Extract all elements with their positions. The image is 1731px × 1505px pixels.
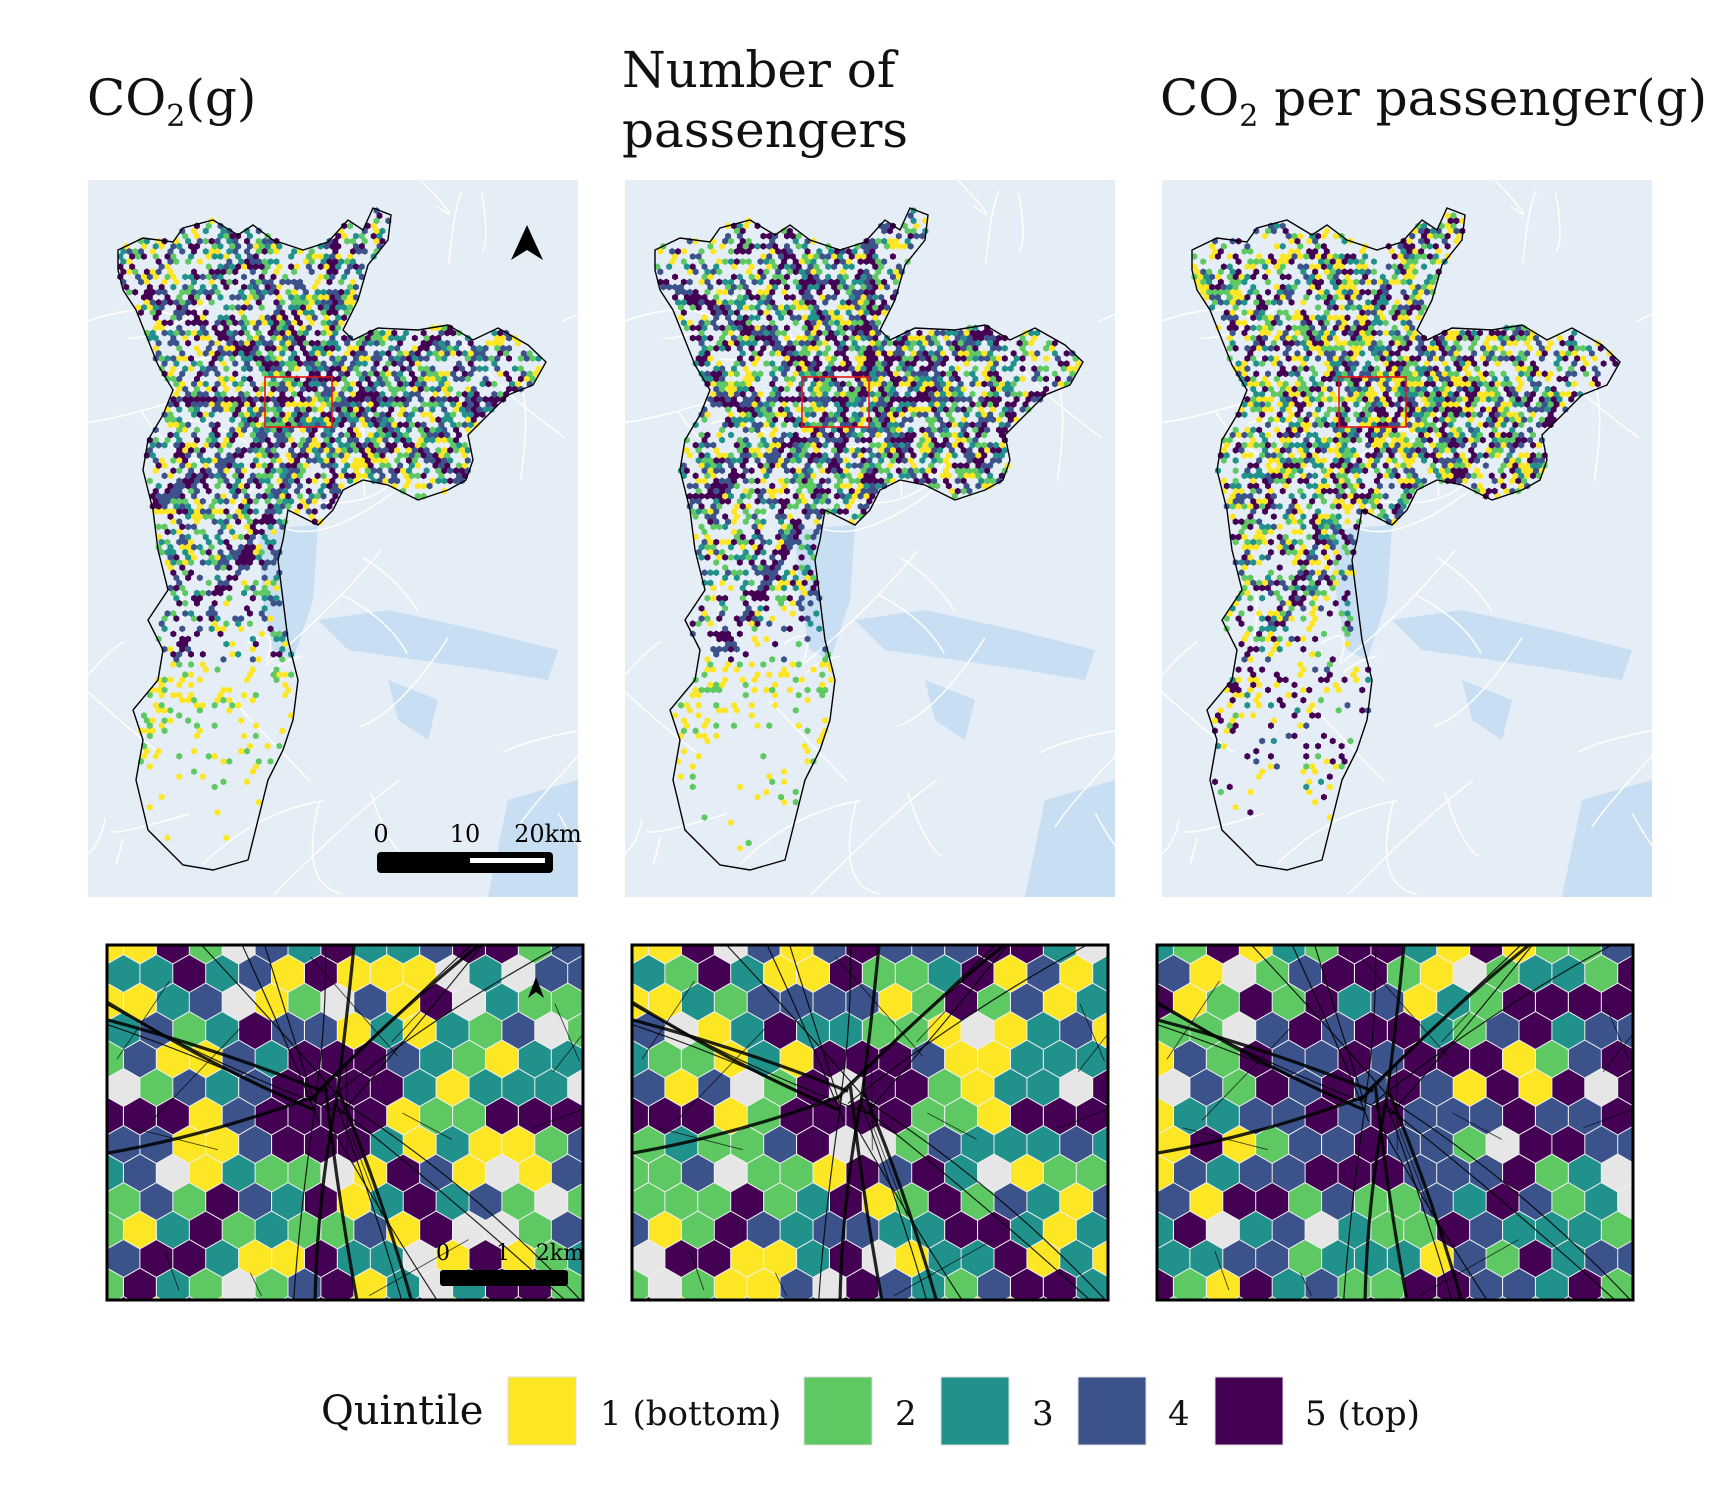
map-passengers-zoom: [632, 945, 1108, 1300]
legend-label-4: 4: [1168, 1394, 1190, 1434]
map-co2-zoom: [107, 945, 583, 1300]
scale-bar-body: [377, 852, 553, 873]
zoom-frame-passengers: [630, 943, 1110, 1302]
scale-tick-label: 20km: [514, 820, 582, 848]
legend-label-5: 5 (top): [1305, 1394, 1420, 1434]
title-passengers: Number of passengers: [622, 41, 909, 159]
map-co2-per-passenger-city: [1162, 180, 1652, 897]
legend-swatch: [1214, 1376, 1284, 1446]
scale-tick-label: 10: [450, 820, 481, 848]
north-arrow-icon: [511, 225, 543, 260]
legend-label-3: 3: [1032, 1394, 1054, 1434]
north-arrow-icon: [528, 977, 544, 998]
scale-bar-city: 0 10 20km: [373, 820, 582, 873]
scale-bar-zoom: 0 1 2km: [436, 1241, 584, 1286]
zoom-frame-co2-per-passenger: [1155, 943, 1635, 1302]
scale-bar-segment: [470, 858, 545, 863]
legend-swatch: [507, 1376, 577, 1446]
legend-swatch: [803, 1376, 873, 1446]
legend: [507, 1376, 1284, 1446]
scale-tick-label: 2km: [536, 1241, 584, 1266]
scale-tick-label: 1: [496, 1241, 510, 1266]
legend-title: Quintile: [321, 1388, 484, 1434]
map-passengers-city: [625, 180, 1115, 897]
map-co2-per-passenger-zoom: [1157, 945, 1633, 1300]
legend-swatch: [940, 1376, 1010, 1446]
title-co2-per-passenger: CO2 per passenger(g): [1160, 69, 1708, 134]
legend-label-2: 2: [895, 1394, 917, 1434]
legend-label-1: 1 (bottom): [600, 1394, 782, 1434]
scale-tick-label: 0: [373, 820, 388, 848]
zoom-frame-co2: [105, 943, 585, 1302]
scale-bar-body: [440, 1270, 568, 1286]
scale-tick-label: 0: [436, 1241, 450, 1266]
title-co2: CO2(g): [87, 69, 257, 134]
legend-swatch: [1077, 1376, 1147, 1446]
map-co2-city: [88, 180, 578, 897]
